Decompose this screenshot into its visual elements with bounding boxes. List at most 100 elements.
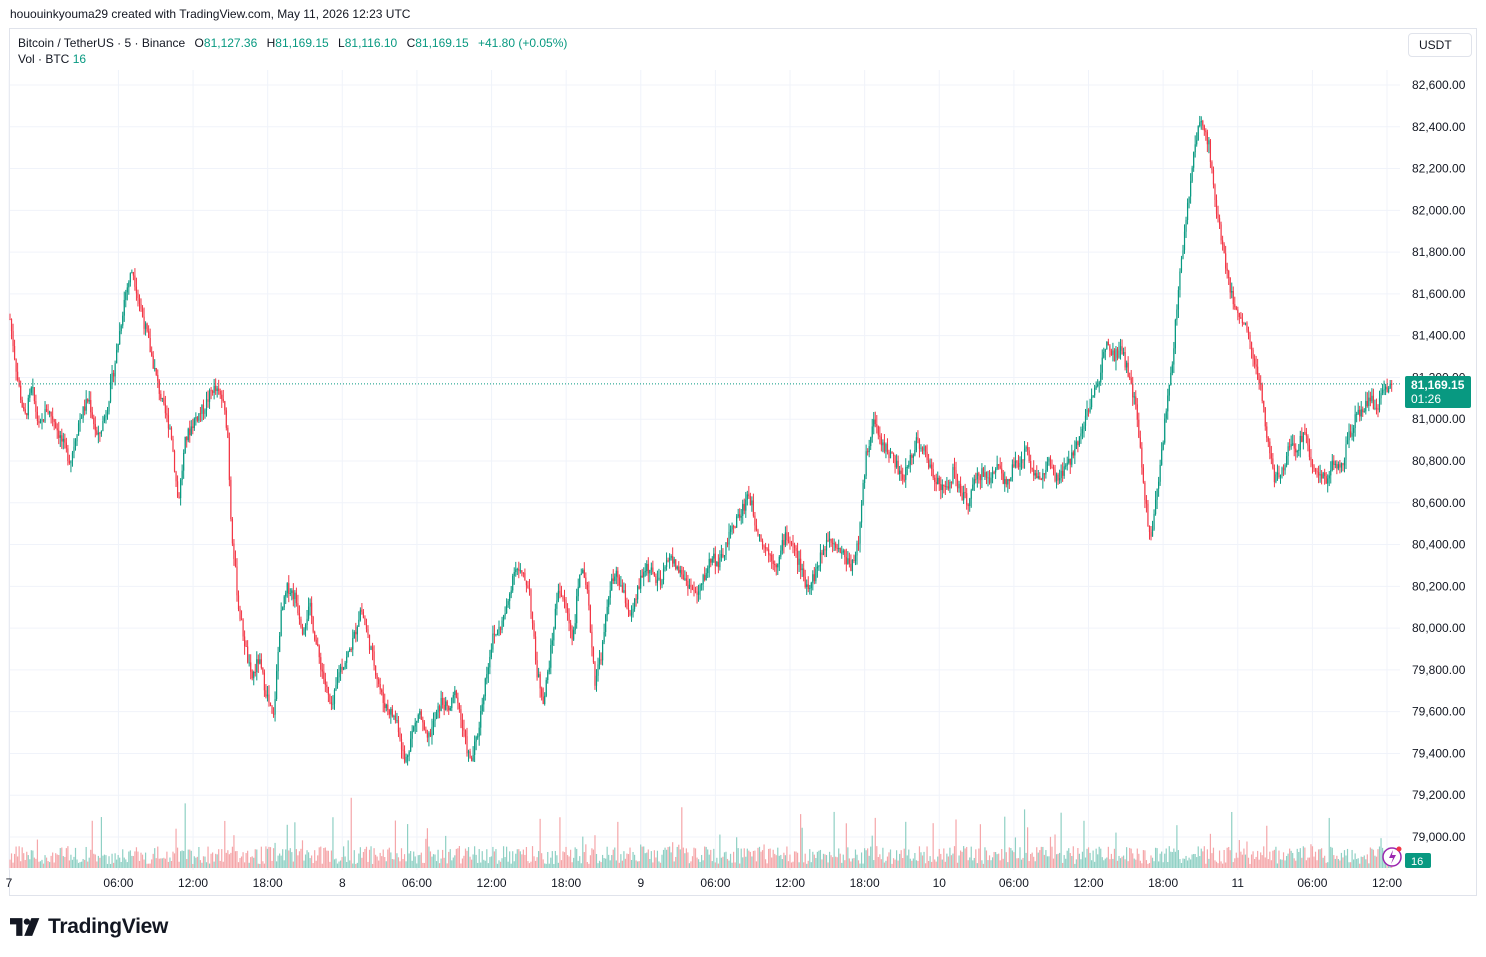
time-tick-label: 06:00	[999, 876, 1029, 890]
candle-body	[164, 403, 166, 414]
candle-body	[932, 469, 934, 478]
volume-bar	[90, 849, 92, 868]
candle-body	[614, 576, 616, 581]
volume-bar	[894, 859, 896, 868]
candle-body	[103, 417, 106, 421]
candle-body	[388, 709, 390, 715]
volume-bar	[402, 859, 404, 868]
volume-bar	[833, 811, 835, 868]
candle-body	[163, 397, 165, 404]
candle-body	[1263, 400, 1265, 408]
volume-bar	[1243, 848, 1245, 868]
volume-bar	[784, 855, 786, 868]
volume-bar	[1299, 848, 1301, 868]
volume-bar	[556, 855, 558, 868]
price-tick-label: 79,400.00	[1412, 746, 1466, 760]
candle-body	[1383, 389, 1385, 391]
candle-body	[272, 713, 275, 715]
volume-bar	[184, 803, 186, 868]
volume-bar	[250, 857, 252, 868]
volume-bar	[717, 863, 719, 868]
volume-bar	[792, 861, 794, 868]
candle-body	[64, 438, 66, 443]
candle-body	[301, 626, 304, 635]
candle-body	[1182, 250, 1184, 259]
volume-bar	[68, 860, 71, 868]
volume-bar	[486, 849, 488, 868]
candle-body	[746, 494, 748, 500]
grid-lines	[8, 70, 1400, 870]
volume-bar	[1234, 858, 1236, 868]
candle-body	[1042, 473, 1044, 480]
candle-body	[1244, 322, 1247, 324]
volume-bar	[1281, 859, 1283, 868]
candle-body	[1010, 477, 1012, 481]
candle-body	[512, 575, 514, 591]
volume-label[interactable]: Vol · BTC	[18, 52, 70, 66]
volume-bar	[467, 847, 470, 868]
candle-body	[678, 566, 680, 573]
candle-body	[1141, 447, 1143, 468]
candle-body	[96, 430, 98, 435]
volume-bar	[143, 859, 145, 868]
volume-bar	[157, 846, 159, 868]
volume-bar	[1209, 833, 1212, 868]
candle-body	[362, 611, 365, 618]
candle-body	[49, 411, 51, 414]
volume-bar	[771, 857, 773, 868]
candle-body	[1208, 140, 1210, 145]
candle-body	[1317, 472, 1320, 476]
high-label: H	[266, 36, 276, 50]
candle-body	[563, 598, 566, 601]
candle-body	[1308, 445, 1311, 457]
volume-bar	[685, 848, 687, 868]
volume-bar	[50, 855, 52, 868]
volume-bar	[1360, 856, 1362, 868]
candle-body	[213, 385, 215, 393]
candle-body	[961, 492, 963, 501]
volume-bar	[854, 849, 857, 868]
volume-bar	[592, 849, 595, 868]
candle-body	[516, 568, 518, 570]
volume-bar	[635, 860, 637, 868]
volume-bar	[1147, 863, 1149, 868]
candle-body	[367, 629, 369, 635]
volume-bar	[251, 856, 253, 868]
volume-bar	[1097, 854, 1099, 868]
tradingview-logo[interactable]: TradingView	[10, 914, 168, 940]
volume-bar	[998, 853, 1000, 868]
candle-body	[687, 580, 689, 589]
volume-bar	[862, 863, 864, 868]
currency-selector[interactable]: USDT	[1408, 33, 1472, 57]
volume-bar	[984, 847, 986, 868]
candle-body	[189, 428, 191, 436]
candle-body	[263, 672, 266, 691]
candle-body	[1241, 318, 1244, 324]
candle-body	[304, 624, 307, 629]
candle-body	[117, 344, 119, 351]
candle-body	[1349, 431, 1352, 437]
volume-bar	[988, 855, 991, 868]
candle-body	[1007, 479, 1009, 485]
symbol-name[interactable]: Bitcoin / TetherUS · 5 · Binance	[18, 36, 186, 50]
candle-body	[347, 651, 349, 657]
candle-body	[659, 577, 662, 586]
volume-bar	[469, 856, 471, 868]
candle-body	[650, 567, 652, 570]
candle-body	[981, 468, 983, 481]
replay-icon[interactable]	[1382, 846, 1402, 867]
candle-body	[91, 412, 93, 418]
candle-body	[431, 726, 433, 737]
volume-bar	[256, 849, 258, 868]
candle-body	[1113, 350, 1116, 362]
candle-body	[1147, 503, 1149, 527]
candle-body	[1356, 413, 1358, 415]
volume-bar	[1075, 859, 1077, 868]
volume-bar	[1008, 847, 1010, 868]
volume-bar	[1107, 846, 1109, 868]
volume-bar	[38, 861, 40, 868]
candle-body	[740, 515, 742, 518]
candle-body	[1381, 389, 1384, 394]
candle-body	[690, 584, 692, 587]
